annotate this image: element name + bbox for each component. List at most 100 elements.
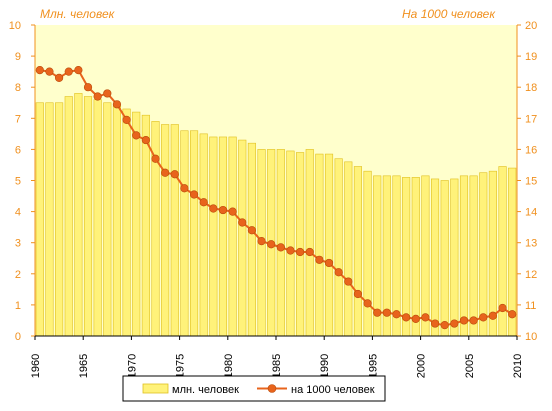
bar-1962 xyxy=(55,102,64,337)
bottom-tick-label: 2000 xyxy=(416,354,428,378)
legend-bar-swatch xyxy=(142,383,169,394)
marker-1974 xyxy=(170,170,179,179)
bar-1968 xyxy=(112,105,122,337)
bar-1991 xyxy=(334,158,343,337)
bar-1970 xyxy=(132,111,141,337)
right-tick-label: 13 xyxy=(525,238,537,250)
bar-1961 xyxy=(45,102,54,337)
bar-1964 xyxy=(74,93,83,337)
marker-1960 xyxy=(35,65,44,75)
bar-1982 xyxy=(247,142,256,337)
marker-2006 xyxy=(479,313,488,322)
marker-1962 xyxy=(54,73,64,82)
bar-1979 xyxy=(218,136,228,337)
bar-1966 xyxy=(93,99,102,337)
marker-1966 xyxy=(93,92,102,101)
marker-1977 xyxy=(199,198,208,207)
bar-2002 xyxy=(440,180,449,337)
marker-1967 xyxy=(103,89,112,98)
right-tick-label: 16 xyxy=(525,144,537,156)
right-tick-label: 11 xyxy=(525,300,536,312)
marker-1978 xyxy=(209,204,218,213)
bar-1973 xyxy=(161,124,170,337)
marker-1980 xyxy=(228,207,237,216)
marker-1961 xyxy=(45,67,54,76)
marker-2004 xyxy=(459,316,469,325)
marker-1976 xyxy=(189,190,199,199)
bar-1981 xyxy=(238,139,247,337)
bar-1969 xyxy=(122,108,131,337)
bar-1963 xyxy=(64,96,73,337)
marker-1975 xyxy=(180,184,189,193)
bar-2003 xyxy=(450,178,459,337)
bottom-tick-label: 1960 xyxy=(30,354,42,378)
bar-1989 xyxy=(315,153,324,337)
marker-1995 xyxy=(373,308,382,317)
bottom-tick-label: 1985 xyxy=(271,354,283,378)
bar-1988 xyxy=(305,149,314,337)
bar-1993 xyxy=(353,166,362,337)
right-tick-label: 17 xyxy=(525,113,537,125)
left-axis-ticks: 0 1 2 3 4 5 6 7 8 9 10 xyxy=(9,20,35,343)
bar-1978 xyxy=(209,136,218,337)
right-axis-ticks: 10 11 12 13 14 15 16 17 18 19 20 xyxy=(517,20,537,343)
marker-1996 xyxy=(382,308,391,317)
marker-1994 xyxy=(363,299,372,308)
bar-1965 xyxy=(83,96,93,337)
bar-1987 xyxy=(296,152,305,337)
right-tick-label: 19 xyxy=(525,51,537,63)
marker-2000 xyxy=(421,313,430,322)
left-axis-title: Млн. человек xyxy=(40,7,116,21)
bar-1974 xyxy=(170,124,179,337)
bar-2006 xyxy=(479,172,488,337)
bar-2005 xyxy=(469,175,478,337)
marker-1963 xyxy=(64,67,73,76)
marker-1968 xyxy=(112,100,122,109)
bottom-tick-label: 1975 xyxy=(175,354,187,378)
right-axis-title: На 1000 человек xyxy=(402,7,496,21)
marker-1987 xyxy=(296,247,305,257)
left-tick-label: 8 xyxy=(15,82,21,94)
marker-1992 xyxy=(344,277,353,286)
bar-1999 xyxy=(411,177,420,337)
bar-1992 xyxy=(344,161,353,337)
left-tick-label: 1 xyxy=(15,300,21,312)
right-tick-label: 14 xyxy=(525,207,537,219)
bar-1975 xyxy=(180,130,189,337)
marker-1979 xyxy=(218,205,228,215)
marker-1988 xyxy=(305,247,314,257)
legend-frame xyxy=(122,375,386,402)
marker-1990 xyxy=(324,258,334,268)
left-tick-label: 7 xyxy=(15,113,21,125)
legend-label-bars: млн. человек xyxy=(172,384,239,396)
bar-2007 xyxy=(488,170,497,337)
marker-2001 xyxy=(430,319,440,328)
marker-1969 xyxy=(122,115,131,124)
marker-1983 xyxy=(257,237,266,246)
marker-1973 xyxy=(161,168,170,177)
marker-1964 xyxy=(74,65,83,75)
legend-label-line: на 1000 человек xyxy=(291,384,375,396)
legend-marker-swatch xyxy=(267,384,277,393)
marker-2008 xyxy=(498,303,507,313)
bottom-axis-ticks: 1960 1965 1970 1975 1980 1985 1990 1995 2000 2005… xyxy=(30,336,524,378)
marker-1984 xyxy=(267,240,276,249)
right-tick-label: 12 xyxy=(525,269,537,281)
marker-2002 xyxy=(440,321,449,330)
legend: млн. человек на 1000 человек xyxy=(122,375,386,402)
bar-2001 xyxy=(430,178,440,337)
bar-1990 xyxy=(324,153,334,337)
marker-2009 xyxy=(508,310,517,319)
bottom-tick-label: 1970 xyxy=(126,354,138,378)
bar-2004 xyxy=(459,175,469,337)
marker-1989 xyxy=(315,255,324,264)
left-tick-label: 4 xyxy=(15,207,21,219)
bar-1960 xyxy=(35,102,44,337)
bar-1985 xyxy=(276,149,285,337)
bar-1986 xyxy=(286,150,295,337)
marker-1982 xyxy=(247,226,256,235)
bottom-tick-label: 1980 xyxy=(223,354,235,378)
marker-1972 xyxy=(151,154,160,163)
bar-1976 xyxy=(190,130,199,337)
